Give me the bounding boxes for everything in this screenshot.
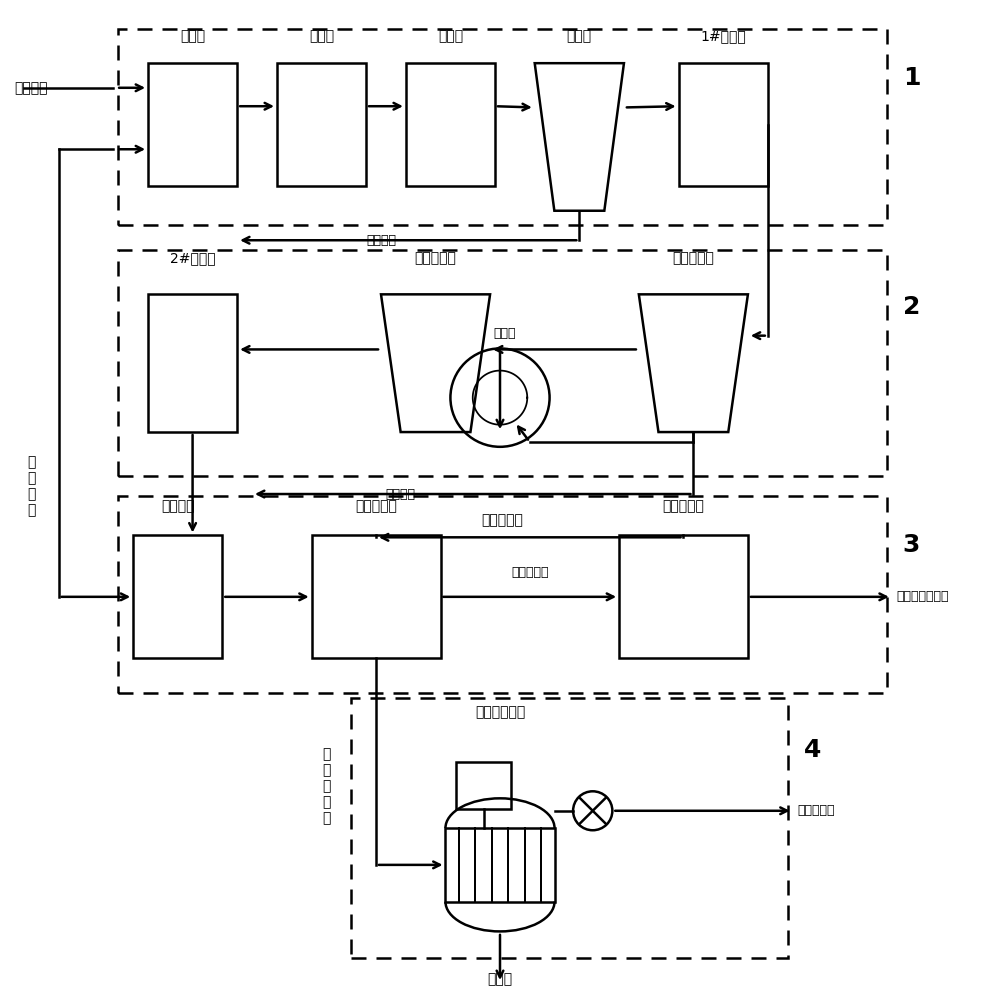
Text: 电渗析淡水: 电渗析淡水 [511,565,548,578]
Text: 沉淠池: 沉淠池 [309,30,334,44]
Bar [456,762,511,809]
Text: 碳化反应池: 碳化反应池 [415,251,456,265]
Text: 反渗透淡水回用: 反渗透淡水回用 [897,590,949,603]
Text: 3: 3 [903,533,920,558]
Text: 超
滤
浓
水: 超 滤 浓 水 [28,455,36,518]
Bar [148,63,237,186]
Bar [148,295,237,433]
Text: 烟道气: 烟道气 [494,327,516,340]
Bar [406,63,495,186]
Bar [118,496,887,692]
Bar [351,697,788,958]
Bar [277,63,366,186]
Text: 反渗透浓水: 反渗透浓水 [482,514,523,528]
Bar [133,536,222,659]
Text: 4: 4 [804,738,821,762]
Text: 脱硫废水: 脱硫废水 [14,80,48,95]
Text: 2: 2 [903,295,920,318]
Bar [118,29,887,225]
Text: 1#清水池: 1#清水池 [700,30,746,44]
Text: 1: 1 [903,65,920,90]
Text: 工业盐: 工业盐 [487,972,513,986]
Bar [118,250,887,476]
Text: 芹化反应池: 芹化反应池 [672,251,714,265]
Text: 反渗透装置: 反渗透装置 [663,499,704,513]
Text: 絮凝池: 絮凝池 [438,30,463,44]
Text: 中和池: 中和池 [180,30,205,44]
Text: 污泥脱水: 污泥脱水 [366,234,396,247]
Bar [619,536,748,659]
Text: 电渗析装置: 电渗析装置 [355,499,397,513]
Bar [312,536,441,659]
Text: 2#清水池: 2#清水池 [170,251,215,265]
Bar [445,828,555,902]
Text: 冷凝水回用: 冷凝水回用 [798,805,835,817]
Text: 污泥脱水: 污泥脱水 [386,487,416,501]
Text: 超滤装置: 超滤装置 [161,499,194,513]
Text: 电
渗
析
浓
水: 电 渗 析 浓 水 [322,747,331,825]
Bar [679,63,768,186]
Text: 蒸发结晶装置: 蒸发结晶装置 [475,705,525,719]
Text: 澄清池: 澄清池 [567,30,592,44]
